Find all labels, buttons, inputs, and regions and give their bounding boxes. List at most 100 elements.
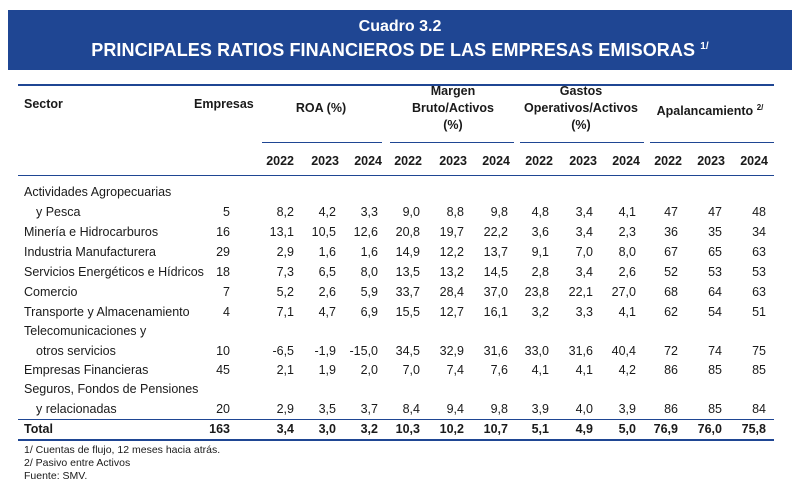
cell-roa-2023: 4,2 xyxy=(318,205,336,219)
cell-gastos-2022: 23,8 xyxy=(524,285,549,299)
table-row: Empresas Financieras 45 2,1 1,9 2,0 7,0 … xyxy=(0,361,800,379)
header-gastos-l1: Gastos xyxy=(559,84,603,98)
header-rule xyxy=(18,175,774,176)
cell-apal-2023: 65 xyxy=(708,245,722,259)
header-sector: Sector xyxy=(24,97,63,111)
cell-apal-2024: 34 xyxy=(752,225,766,239)
cell-margen-2023: 8,8 xyxy=(446,205,464,219)
cell-margen-2022: 15,5 xyxy=(395,305,420,319)
cell-roa-2022: 8,2 xyxy=(276,205,294,219)
year-roa-2022: 2022 xyxy=(266,154,294,168)
row-label: otros servicios xyxy=(36,344,116,358)
cell-gastos-2023: 3,4 xyxy=(575,205,593,219)
cell-margen-2023: 9,4 xyxy=(446,402,464,416)
header-apalancamiento: Apalancamiento 2/ xyxy=(644,100,776,119)
cell-roa-2023: 6,5 xyxy=(318,265,336,279)
footnote-2: 2/ Pasivo entre Activos xyxy=(24,457,131,469)
row-label: Transporte y Almacenamiento xyxy=(24,305,190,319)
total-rule xyxy=(18,419,774,420)
cell-roa-2022: 2,9 xyxy=(276,245,294,259)
cell-gastos-2022: 2,8 xyxy=(531,265,549,279)
cell-apal-2024: 63 xyxy=(752,285,766,299)
cell-margen-2024: 9,8 xyxy=(490,205,508,219)
header-apal-text: Apalancamiento xyxy=(656,104,754,119)
cell-roa-2024: 8,0 xyxy=(360,265,378,279)
cell-roa-2024: 6,9 xyxy=(360,305,378,319)
cell-margen-2023: 12,2 xyxy=(439,245,464,259)
row-label: Empresas Financieras xyxy=(24,363,149,377)
cell-apal-2022: 67 xyxy=(664,245,678,259)
cell-gastos-2023: 31,6 xyxy=(568,344,593,358)
cell-roa-2024: 2,0 xyxy=(360,363,378,377)
cell-margen-2023: 32,9 xyxy=(439,344,464,358)
cell-apal-2023: 76,0 xyxy=(697,422,722,436)
cell-gastos-2024: 4,1 xyxy=(618,305,636,319)
row-label: y relacionadas xyxy=(36,402,117,416)
table-row: y Pesca 5 8,2 4,2 3,3 9,0 8,8 9,8 4,8 3,… xyxy=(0,203,800,221)
cell-margen-2023: 13,2 xyxy=(439,265,464,279)
year-apal-2024: 2024 xyxy=(740,154,768,168)
group-rule-gastos xyxy=(520,142,644,143)
cell-apal-2024: 53 xyxy=(752,265,766,279)
cell-margen-2024: 13,7 xyxy=(483,245,508,259)
cell-gastos-2023: 3,4 xyxy=(575,225,593,239)
cell-gastos-2024: 4,1 xyxy=(618,205,636,219)
cell-gastos-2024: 3,9 xyxy=(618,402,636,416)
header-roa: ROA (%) xyxy=(295,101,347,115)
cell-roa-2022: 5,2 xyxy=(276,285,294,299)
header-gastos-l3: (%) xyxy=(571,118,591,132)
cell-roa-2022: 2,9 xyxy=(276,402,294,416)
cell-margen-2024: 10,7 xyxy=(483,422,508,436)
cell-roa-2022: 7,1 xyxy=(276,305,294,319)
cell-empresas: 4 xyxy=(223,305,230,319)
cell-empresas: 163 xyxy=(209,422,230,436)
cell-gastos-2024: 2,3 xyxy=(618,225,636,239)
table-title-text: PRINCIPALES RATIOS FINANCIEROS DE LAS EM… xyxy=(91,40,696,60)
cell-margen-2024: 16,1 xyxy=(483,305,508,319)
cell-roa-2022: 7,3 xyxy=(276,265,294,279)
cell-roa-2023: 10,5 xyxy=(311,225,336,239)
table-row-label-line: Seguros, Fondos de Pensiones xyxy=(0,380,800,398)
total-label: Total xyxy=(24,422,53,436)
cell-apal-2022: 86 xyxy=(664,402,678,416)
cell-gastos-2022: 5,1 xyxy=(531,422,549,436)
header-margen-l2: Bruto/Activos xyxy=(412,101,494,115)
cell-roa-2024: 3,2 xyxy=(360,422,378,436)
cell-empresas: 7 xyxy=(223,285,230,299)
cell-roa-2024: -15,0 xyxy=(349,344,379,358)
table-row: Servicios Energéticos e Hídricos 18 7,3 … xyxy=(0,263,800,281)
cell-margen-2022: 14,9 xyxy=(395,245,420,259)
cell-margen-2022: 8,4 xyxy=(402,402,420,416)
year-apal-2022: 2022 xyxy=(654,154,682,168)
cell-apal-2024: 85 xyxy=(752,363,766,377)
cell-apal-2022: 76,9 xyxy=(653,422,678,436)
source-note: Fuente: SMV. xyxy=(24,470,88,482)
cell-roa-2023: 3,0 xyxy=(318,422,336,436)
cell-apal-2024: 84 xyxy=(752,402,766,416)
row-label: Comercio xyxy=(24,285,78,299)
table-row: Minería e Hidrocarburos 16 13,1 10,5 12,… xyxy=(0,223,800,241)
header-margen-l3: (%) xyxy=(443,118,463,132)
cell-margen-2022: 33,7 xyxy=(395,285,420,299)
cell-gastos-2023: 22,1 xyxy=(568,285,593,299)
cell-empresas: 18 xyxy=(216,265,230,279)
total-row: Total 163 3,4 3,0 3,2 10,3 10,2 10,7 5,1… xyxy=(0,420,800,438)
year-margen-2024: 2024 xyxy=(482,154,510,168)
table-row: Transporte y Almacenamiento 4 7,1 4,7 6,… xyxy=(0,303,800,321)
cuadro-number: Cuadro 3.2 xyxy=(358,18,442,35)
cell-gastos-2022: 4,1 xyxy=(531,363,549,377)
cell-margen-2022: 20,8 xyxy=(395,225,420,239)
table-row-label-line: Telecomunicaciones y xyxy=(0,322,800,340)
cell-roa-2024: 1,6 xyxy=(360,245,378,259)
cell-roa-2023: 1,9 xyxy=(318,363,336,377)
cell-apal-2022: 52 xyxy=(664,265,678,279)
cell-empresas: 29 xyxy=(216,245,230,259)
group-rule-margen xyxy=(390,142,514,143)
cell-apal-2024: 75,8 xyxy=(741,422,766,436)
cell-roa-2024: 3,7 xyxy=(360,402,378,416)
group-rule-roa xyxy=(262,142,382,143)
cell-margen-2024: 37,0 xyxy=(483,285,508,299)
cell-roa-2024: 3,3 xyxy=(360,205,378,219)
table-row-label-line: Actividades Agropecuarias xyxy=(0,183,800,201)
cell-gastos-2023: 4,9 xyxy=(575,422,593,436)
